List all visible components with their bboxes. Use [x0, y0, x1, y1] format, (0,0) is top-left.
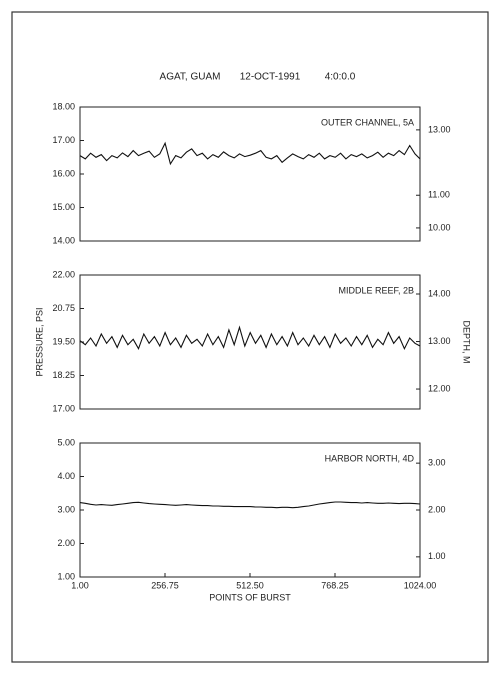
y-tick-label: 5.00 [57, 437, 75, 447]
y-tick-label: 18.00 [52, 101, 75, 111]
header-location: AGAT, GUAM [160, 72, 221, 83]
y-tick-label: 19.50 [52, 336, 75, 346]
y2-tick-label: 10.00 [428, 222, 451, 232]
header-time: 4:0:0.0 [325, 72, 356, 83]
header-date: 12-OCT-1991 [240, 72, 301, 83]
y-tick-label: 3.00 [57, 504, 75, 514]
y2-tick-label: 11.00 [428, 190, 450, 200]
y-tick-label: 17.00 [52, 135, 75, 145]
y-tick-label: 22.00 [52, 269, 75, 279]
y-tick-label: 15.00 [52, 202, 75, 212]
y2-axis-title: DEPTH, M [462, 320, 472, 363]
panel-label: OUTER CHANNEL, 5A [321, 117, 414, 127]
x-tick-label: 512.50 [236, 580, 264, 590]
y-tick-label: 20.75 [52, 303, 75, 313]
y-tick-label: 16.00 [52, 168, 75, 178]
x-tick-label: 768.25 [321, 580, 349, 590]
y-tick-label: 17.00 [52, 403, 75, 413]
x-tick-label: 256.75 [151, 580, 179, 590]
y2-tick-label: 3.00 [428, 458, 446, 468]
y2-tick-label: 1.00 [428, 551, 446, 561]
x-tick-label: 1.00 [71, 580, 89, 590]
data-line [79, 325, 421, 351]
x-axis-title: POINTS OF BURST [209, 592, 291, 602]
y-tick-label: 14.00 [52, 235, 75, 245]
y-tick-label: 2.00 [57, 538, 75, 548]
y-axis-title: PRESSURE, PSI [34, 307, 44, 376]
y2-tick-label: 12.00 [428, 383, 451, 393]
y2-tick-label: 13.00 [428, 124, 451, 134]
page-border [11, 11, 489, 663]
data-line [79, 141, 421, 166]
y2-tick-label: 13.00 [428, 336, 451, 346]
data-line [79, 501, 421, 509]
y2-tick-label: 14.00 [428, 288, 451, 298]
y-tick-label: 1.00 [57, 571, 75, 581]
panel-label: MIDDLE REEF, 2B [338, 285, 414, 295]
y-tick-label: 18.25 [52, 370, 75, 380]
x-tick-label: 1024.00 [404, 580, 437, 590]
y-tick-label: 4.00 [57, 471, 75, 481]
panel-label: HARBOR NORTH, 4D [325, 453, 415, 463]
y2-tick-label: 2.00 [428, 504, 446, 514]
